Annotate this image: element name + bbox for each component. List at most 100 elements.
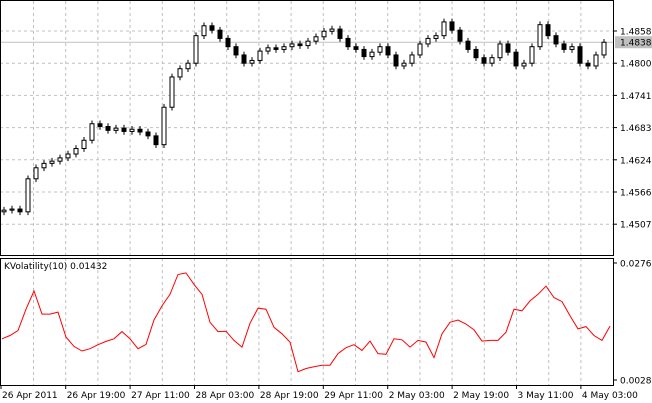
candle-body (49, 160, 55, 164)
candle (17, 205, 23, 216)
candle (321, 27, 327, 41)
price-tick-label: 1.46830 (620, 124, 652, 134)
candle-body (457, 29, 463, 42)
time-tick-label: 2 May 03:00 (389, 391, 445, 401)
price-tick-label: 1.45660 (620, 189, 652, 199)
candle (33, 164, 39, 183)
indicator-line (1, 272, 611, 373)
candle-body (465, 40, 471, 50)
candle-body (153, 135, 159, 146)
candle (305, 37, 311, 49)
candle-body (545, 24, 551, 37)
candle-body (121, 127, 127, 132)
candle (25, 175, 31, 216)
candle (521, 59, 527, 70)
candle-body (313, 36, 319, 42)
candle (249, 57, 255, 67)
candle (401, 59, 407, 70)
candle-body (65, 153, 71, 159)
candle-body (505, 43, 511, 53)
candle (217, 26, 223, 42)
candle (385, 43, 391, 59)
time-tick-label: 28 Apr 03:00 (196, 391, 255, 401)
candle-body (417, 43, 423, 56)
candle (273, 44, 279, 53)
candle (601, 38, 607, 59)
candle (465, 37, 471, 53)
price-tick-label: 1.47415 (620, 92, 652, 102)
candle (313, 33, 319, 45)
candle-body (89, 123, 95, 141)
candle (57, 154, 63, 165)
candle (9, 205, 15, 214)
candle (481, 54, 487, 67)
candle-body (241, 54, 247, 64)
candle-body (593, 54, 599, 67)
time-tick-label: 29 Apr 11:00 (324, 391, 383, 401)
candle-body (257, 50, 263, 61)
candle (369, 48, 375, 60)
indicator-title: KVolatility(10) 0.01432 (4, 262, 107, 272)
candle (201, 22, 207, 39)
candle (289, 40, 295, 50)
candle-body (553, 35, 559, 45)
candle-body (169, 76, 175, 108)
candle-body (361, 48, 367, 58)
time-tick-label: 26 Apr 19:00 (67, 391, 126, 401)
candle (433, 32, 439, 42)
candle-body (489, 57, 495, 64)
candle-body (33, 167, 39, 180)
candle-body (329, 28, 335, 32)
indicator-pane-border (0, 258, 614, 386)
candle (361, 46, 367, 60)
candle (185, 59, 191, 73)
candle (569, 43, 575, 53)
candle-body (441, 21, 447, 37)
candle-body (289, 43, 295, 48)
candle (489, 54, 495, 67)
candle (545, 21, 551, 39)
indicator-tick-label: 0.00289 (620, 377, 652, 387)
candle (81, 136, 87, 152)
candle-body (385, 46, 391, 56)
candle-body (97, 123, 103, 127)
candle-body (193, 35, 199, 64)
candle-body (217, 29, 223, 39)
candle (337, 25, 343, 42)
candle-body (265, 47, 271, 52)
candle (353, 43, 359, 53)
time-tick-label: 3 May 11:00 (518, 391, 574, 401)
candle (537, 21, 543, 50)
candle (65, 150, 71, 162)
candle-body (273, 47, 279, 50)
candle-body (113, 127, 119, 131)
candle-body (345, 37, 351, 48)
time-tick-label: 26 Apr 2011 (2, 391, 58, 401)
candle (425, 35, 431, 48)
candle (457, 26, 463, 45)
current-price-badge (615, 36, 652, 49)
price-tick-label: 1.46245 (620, 156, 652, 166)
indicator-tick-label: 0.02768 (620, 260, 652, 270)
candle (441, 18, 447, 39)
candle (497, 40, 503, 61)
current-price-label: 1.48381 (620, 39, 652, 49)
price-tick-label: 1.48000 (620, 60, 652, 70)
candle-body (185, 62, 191, 70)
candle-body (369, 51, 375, 58)
candle-body (297, 43, 303, 47)
candle-body (401, 62, 407, 67)
candle-body (201, 25, 207, 37)
candle (417, 40, 423, 59)
candle (129, 125, 135, 135)
candle-body (73, 148, 79, 155)
candle (41, 160, 47, 172)
candle-body (577, 46, 583, 64)
candle (113, 124, 119, 134)
candle (329, 25, 335, 35)
candle-body (353, 46, 359, 50)
main-pane-border (0, 0, 614, 256)
candle-body (105, 125, 111, 131)
